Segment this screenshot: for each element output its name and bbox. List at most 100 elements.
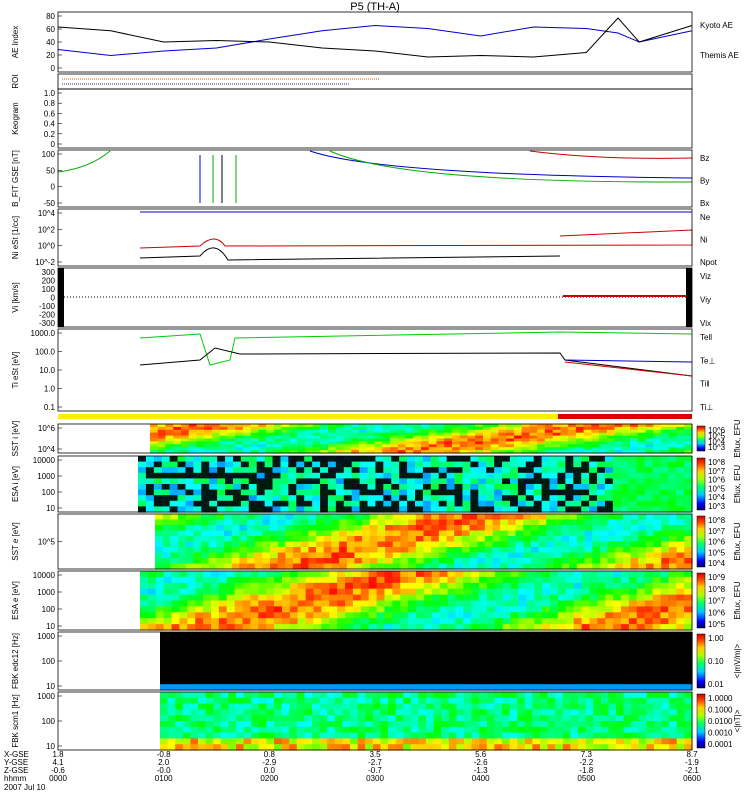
heatmap-cell xyxy=(637,432,647,437)
heatmap-cell xyxy=(217,461,226,468)
heatmap-cell xyxy=(236,732,245,739)
heatmap-cell xyxy=(288,467,297,474)
heatmap-cell xyxy=(167,715,176,722)
heatmap-cell xyxy=(540,738,549,745)
heatmap-cell xyxy=(565,571,575,578)
heatmap-cell xyxy=(569,541,578,548)
heatmap-cell xyxy=(454,558,463,565)
heatmap-cell xyxy=(585,666,594,674)
heatmap-cell xyxy=(217,456,226,463)
heatmap-cell xyxy=(661,649,670,656)
heatmap-cell xyxy=(529,424,538,428)
heatmap-cell xyxy=(319,649,328,656)
colorbar-tick-label: 10^6 xyxy=(708,476,726,485)
heatmap-cell xyxy=(374,426,383,431)
heatmap-cell xyxy=(171,618,181,625)
heatmap-cell xyxy=(247,558,256,565)
heatmap-cell xyxy=(209,500,218,507)
heatmap-cell xyxy=(529,447,538,451)
heatmap-cell xyxy=(150,424,159,428)
heatmap-cell xyxy=(653,432,662,437)
heatmap-cell xyxy=(251,643,260,650)
heatmap-cell xyxy=(494,678,503,685)
heatmap-cell xyxy=(494,643,503,650)
panel-frame xyxy=(57,513,693,570)
heatmap-cell xyxy=(507,514,517,521)
heatmap-cell xyxy=(578,678,587,685)
heatmap-cell xyxy=(247,514,256,521)
heatmap-cell xyxy=(205,637,214,645)
heatmap-cell xyxy=(644,506,654,513)
heatmap-cell xyxy=(323,519,333,526)
heatmap-cell xyxy=(550,618,559,625)
heatmap-cell xyxy=(565,484,574,491)
heatmap-cell xyxy=(436,447,445,451)
heatmap-cell xyxy=(573,461,582,468)
heatmap-cell xyxy=(359,432,368,437)
heatmap-cell xyxy=(155,547,164,554)
heatmap-cell xyxy=(266,655,275,662)
heatmap-cell xyxy=(630,432,639,437)
heatmap-cell xyxy=(557,484,566,491)
heatmap-cell xyxy=(502,612,512,619)
heatmap-cell xyxy=(153,461,163,468)
heatmap-cell xyxy=(175,715,184,722)
heatmap-cell xyxy=(304,435,314,440)
heatmap-cell xyxy=(296,478,305,485)
heatmap-cell xyxy=(369,558,379,565)
heatmap-cell xyxy=(395,678,404,685)
heatmap-cell xyxy=(167,697,176,705)
heatmap-cell xyxy=(562,744,571,751)
heatmap-cell xyxy=(676,441,685,445)
heatmap-cell xyxy=(369,519,379,526)
heatmap-cell xyxy=(622,447,631,451)
heatmap-cell xyxy=(407,467,416,474)
heatmap-cell xyxy=(179,600,188,607)
heatmap-cell xyxy=(228,732,237,739)
heatmap-cell xyxy=(375,489,384,496)
heatmap-cell xyxy=(492,514,501,521)
heatmap-cell xyxy=(494,666,503,674)
heatmap-cell xyxy=(456,684,465,691)
heatmap-esa_i xyxy=(138,456,693,513)
heatmap-cell xyxy=(470,467,479,474)
heatmap-cell xyxy=(513,426,523,431)
heatmap-cell xyxy=(175,678,184,685)
heatmap-cell xyxy=(280,456,289,463)
heatmap-cell xyxy=(272,495,282,502)
heatmap-cell xyxy=(400,618,409,625)
heatmap-cell xyxy=(335,461,345,468)
heatmap-cell xyxy=(195,612,204,619)
heatmap-cell xyxy=(621,624,630,631)
heatmap-cell xyxy=(145,456,155,463)
heatmap-cell xyxy=(623,697,632,705)
heatmap-cell xyxy=(547,684,556,691)
heatmap-cell xyxy=(565,500,574,507)
heatmap-cell xyxy=(486,506,495,513)
heatmap-cell xyxy=(328,426,337,431)
heatmap-cell xyxy=(654,666,663,674)
heatmap-cell xyxy=(198,738,207,745)
heatmap-cell xyxy=(621,612,630,619)
heatmap-cell xyxy=(547,732,556,739)
heatmap-cell xyxy=(196,447,205,451)
heatmap-cell xyxy=(266,594,275,602)
heatmap-cell xyxy=(661,709,670,716)
heatmap-cell xyxy=(270,536,279,543)
heatmap-cell xyxy=(155,536,164,543)
heatmap-cell xyxy=(447,600,457,607)
heatmap-cell xyxy=(312,467,321,474)
heatmap-cell xyxy=(494,744,503,751)
heatmap-cell xyxy=(518,576,527,584)
ytick-label: 60 xyxy=(46,25,55,34)
heatmap-cell xyxy=(636,606,646,613)
heatmap-cell xyxy=(382,441,391,445)
heatmap-cell xyxy=(477,530,486,537)
legend-entry: Viz xyxy=(700,272,711,281)
heatmap-cell xyxy=(342,684,351,691)
heatmap-cell xyxy=(248,489,258,496)
heatmap-cell xyxy=(380,661,389,668)
heatmap-cell xyxy=(365,643,374,650)
heatmap-cell xyxy=(155,582,165,590)
heatmap-cell xyxy=(570,632,579,639)
